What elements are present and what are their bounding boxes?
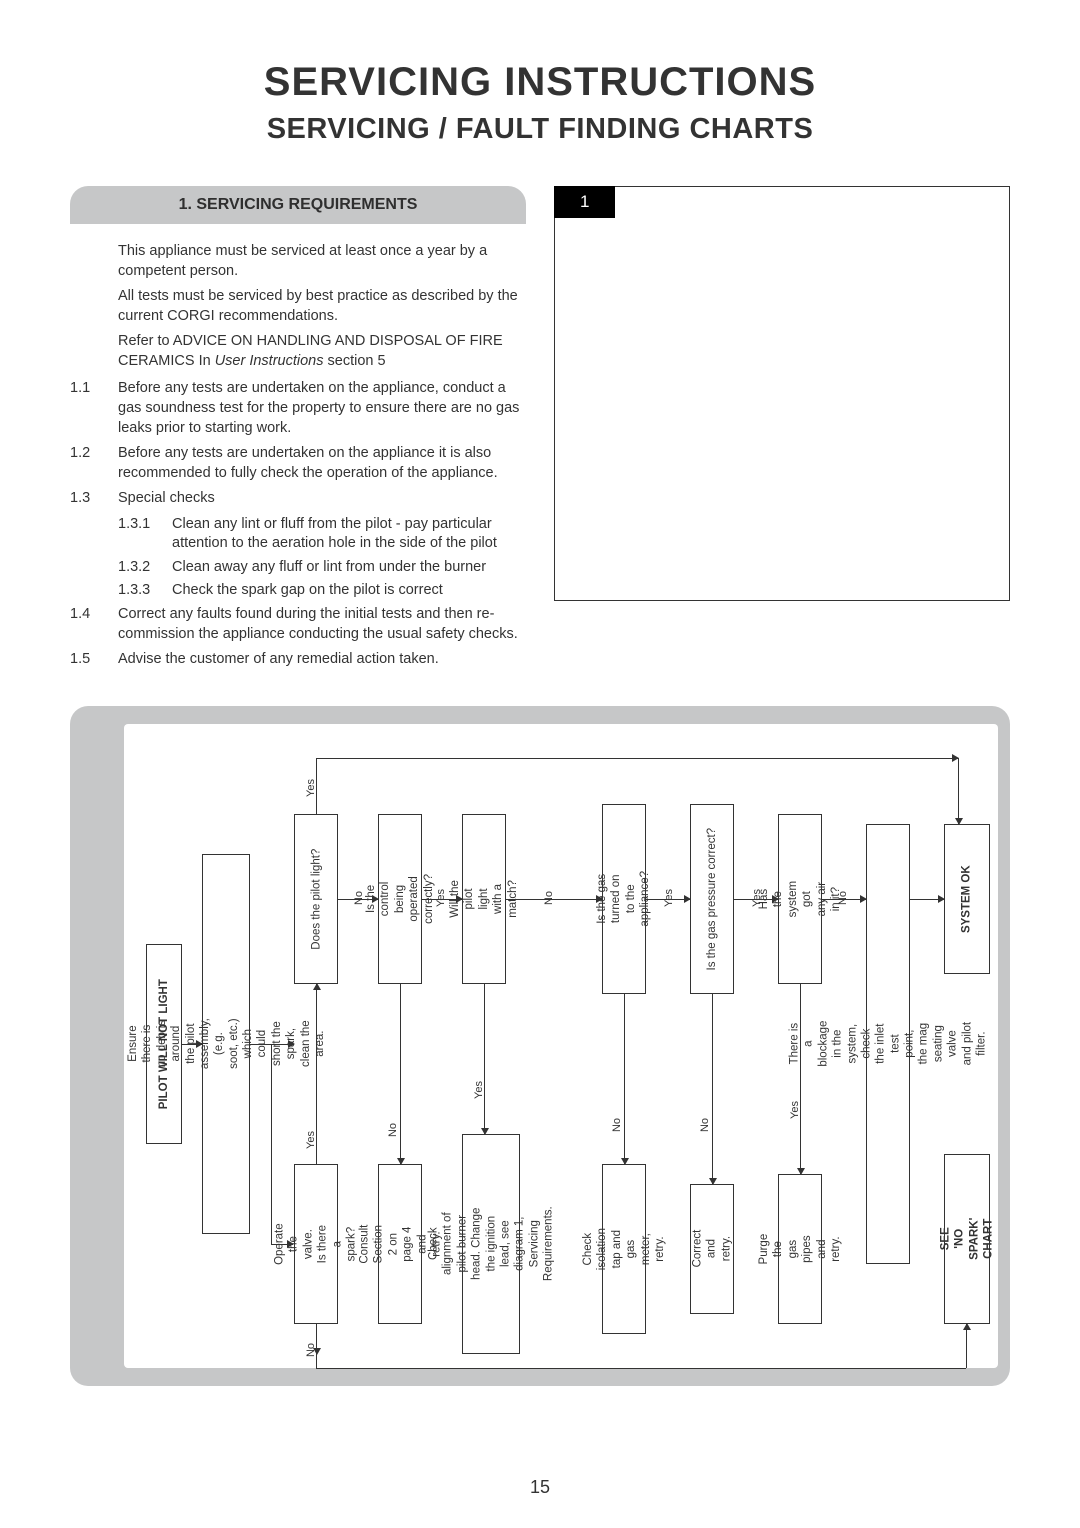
arrow [822, 899, 866, 900]
list-item: 1.1Before any tests are undertaken on th… [70, 379, 526, 438]
label-yes: Yes [435, 889, 447, 907]
sub-list-item: 1.3.2Clean away any fluff or lint from u… [70, 558, 526, 578]
page-title: SERVICING INSTRUCTIONS [70, 60, 1010, 105]
arrow [506, 899, 602, 900]
arrow [316, 758, 958, 759]
page-number: 15 [530, 1477, 550, 1498]
node-blockage: There is a blockage in the system, check… [866, 824, 910, 1264]
intro-para: This appliance must be serviced at least… [118, 242, 526, 281]
node-spark: Operate the valve. Is there a spark? [294, 1164, 338, 1324]
node-air: Has the system got any air in it? [778, 814, 822, 984]
label-yes: Yes [663, 889, 675, 907]
arrow [624, 994, 625, 1164]
list-item: 1.3Special checks [70, 489, 526, 509]
node-isolation: Check isolation tap and gas meter, retry… [602, 1164, 646, 1334]
arrow [800, 984, 801, 1174]
list-item: 1.5Advise the customer of any remedial a… [70, 650, 526, 670]
flowchart-canvas: PILOT WILL NOT LIGHT Ensure there is no … [124, 724, 998, 1368]
label-no: No [543, 891, 555, 905]
list-item: 1.2Before any tests are undertaken on th… [70, 444, 526, 483]
list-item: 1.4Correct any faults found during the i… [70, 605, 526, 644]
connector [316, 758, 317, 814]
connector [316, 1368, 966, 1369]
node-gason: Is the gas turned on to the appliance? [602, 804, 646, 994]
connector [316, 1354, 317, 1368]
arrow [910, 899, 944, 900]
intro-block: This appliance must be serviced at least… [70, 242, 526, 371]
node-purge: Purge the gas pipes and retry. [778, 1174, 822, 1324]
section-body: This appliance must be serviced at least… [70, 224, 526, 670]
node-match: Will the pilot light with a match? [462, 814, 506, 984]
node-sysok: SYSTEM OK [944, 824, 990, 974]
diagram-number-tab: 1 [554, 186, 615, 218]
label-no: No [699, 1118, 711, 1132]
node-pilotlight: Does the pilot light? [294, 814, 338, 984]
label-no: No [611, 1118, 623, 1132]
arrow [966, 1324, 967, 1368]
label-no: No [837, 891, 849, 905]
arrow [271, 1244, 293, 1245]
columns: 1. SERVICING REQUIREMENTS This appliance… [70, 186, 1010, 676]
left-column: 1. SERVICING REQUIREMENTS This appliance… [70, 186, 526, 676]
section-header: 1. SERVICING REQUIREMENTS [70, 186, 526, 224]
title-block: SERVICING INSTRUCTIONS SERVICING / FAULT… [70, 60, 1010, 146]
arrow [316, 984, 317, 1164]
node-correct: Correct and retry. [690, 1184, 734, 1314]
node-consult: Consult Section 2 on page 4 and retry. [378, 1164, 422, 1324]
arrow [712, 994, 713, 1184]
right-column: 1 [554, 186, 1010, 676]
sub-list-item: 1.3.1Clean any lint or fluff from the pi… [70, 515, 526, 554]
intro-para: Refer to ADVICE ON HANDLING AND DISPOSAL… [118, 332, 526, 371]
arrow [484, 984, 485, 1134]
intro-para: All tests must be serviced by best pract… [118, 287, 526, 326]
arrow [400, 984, 401, 1164]
node-alignment: Check alignment of pilot burner head. Ch… [462, 1134, 520, 1354]
arrow [958, 758, 959, 824]
node-control: Is the control being operated correctly? [378, 814, 422, 984]
arrow [316, 1324, 317, 1354]
label-no: No [387, 1123, 399, 1137]
diagram-placeholder: 1 [554, 186, 1010, 601]
connector [271, 1044, 272, 1244]
node-debris: Ensure there is no debris around the pil… [202, 854, 250, 1234]
page-subtitle: SERVICING / FAULT FINDING CHARTS [70, 113, 1010, 146]
flowchart-panel: IGNITION FUNCTIONAL CHECK 1 PILOT WILL N… [70, 706, 1010, 1386]
node-pressure: Is the gas pressure correct? [690, 804, 734, 994]
sub-list-item: 1.3.3Check the spark gap on the pilot is… [70, 581, 526, 601]
node-nospark: SEE 'NO SPARK' CHART [944, 1154, 990, 1324]
arrow [646, 899, 690, 900]
